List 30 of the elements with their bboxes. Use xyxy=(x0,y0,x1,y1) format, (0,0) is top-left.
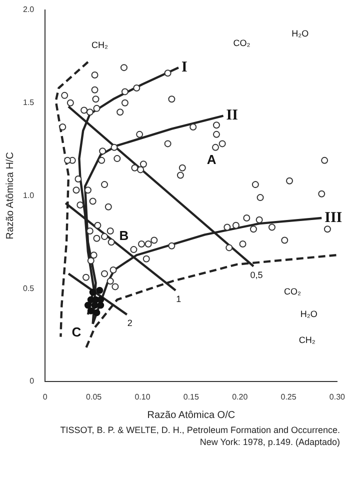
series-label: I xyxy=(182,59,188,76)
y-tick-label: 0.5 xyxy=(22,284,35,293)
annotation: C xyxy=(72,324,82,340)
annotation: A xyxy=(206,152,217,167)
x-tick-label: 0.30 xyxy=(329,392,346,402)
x-tick-label: 0 xyxy=(42,392,48,402)
annotation: CO₂ xyxy=(233,38,251,48)
x-tick-label: 0.15 xyxy=(183,392,200,402)
series-label: 0,5 xyxy=(250,270,263,280)
y-tick-label: 0 xyxy=(30,376,35,386)
series-label: 2 xyxy=(127,318,132,328)
text: TISSOT, B. P. & WELTE, D. H., Petroleum Formation and Occurrence. New York: 1978, p.149. (Adaptado) xyxy=(59,425,340,448)
y-tick-label: 1.0 xyxy=(22,190,35,200)
y-tick-label: 2.0 xyxy=(22,5,35,14)
annotation: CH₂ xyxy=(298,335,316,346)
y-tick-label: 1.5 xyxy=(22,98,35,108)
annotation: CH₂ xyxy=(91,40,108,50)
series-label: II xyxy=(226,108,238,124)
annotation: H₂O xyxy=(300,309,318,320)
x-tick-label: 0.25 xyxy=(280,392,297,402)
annotation: B xyxy=(119,228,129,244)
y-axis-title: Razão Atômica H/C xyxy=(4,152,16,240)
x-axis-title: Razão Atômica O/C xyxy=(147,410,236,421)
annotation: CO₂ xyxy=(284,286,302,297)
series-label: 1 xyxy=(176,294,182,304)
x-tick-label: 0.20 xyxy=(232,392,248,402)
x-tick-label: 0.10 xyxy=(134,392,151,402)
x-tick-label: 0.05 xyxy=(86,392,102,402)
annotation: H₂O xyxy=(292,28,309,39)
series-label: III xyxy=(324,210,342,226)
